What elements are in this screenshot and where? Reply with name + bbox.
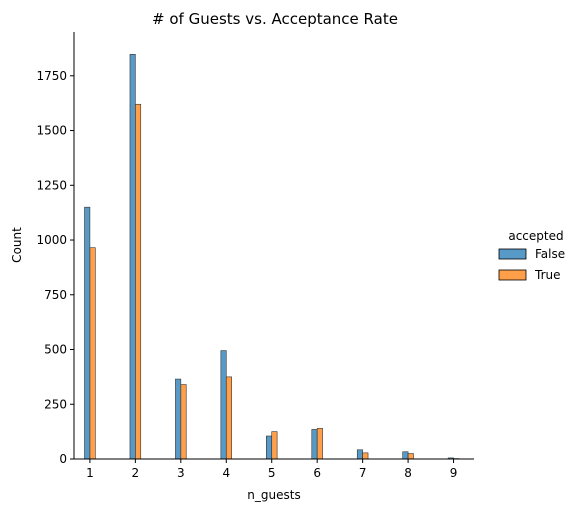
bars-layer (84, 54, 460, 460)
bar-true-8 (407, 453, 414, 460)
legend-swatch-false (498, 248, 527, 260)
y-tick-label: 250 (44, 397, 67, 411)
x-tick-label: 7 (359, 466, 367, 480)
axes-layer: 0 250 500 750 1000 1250 1500 1750 1 2 3 4 5 6 7 8 9 (36, 32, 474, 480)
y-tick-label: 0 (59, 452, 67, 466)
x-tick-label: 4 (222, 466, 230, 480)
y-axis-label: Count (10, 227, 24, 263)
bar-true-1 (89, 247, 96, 460)
y-tick-label: 1500 (36, 124, 67, 138)
bar-false-5 (266, 435, 273, 460)
bar-true-7 (362, 452, 369, 460)
y-tick-label: 1750 (36, 69, 67, 83)
bar-true-3 (180, 384, 187, 460)
x-tick-label: 8 (404, 466, 412, 480)
legend-label-false: False (535, 247, 565, 261)
x-axis-label: n_guests (247, 488, 300, 502)
chart-title: # of Guests vs. Acceptance Rate (152, 10, 398, 28)
bar-false-4 (220, 350, 227, 460)
bar-true-4 (225, 376, 232, 460)
bar-false-8 (402, 451, 409, 460)
x-tick-label: 6 (313, 466, 321, 480)
bar-false-3 (175, 378, 182, 460)
x-tick-label: 5 (268, 466, 276, 480)
x-tick-label: 1 (86, 466, 94, 480)
bar-false-1 (84, 206, 91, 460)
x-tick-label: 3 (177, 466, 185, 480)
bar-false-7 (356, 449, 363, 460)
y-tick-label: 750 (44, 288, 67, 302)
bar-false-6 (311, 429, 318, 460)
legend-swatch-true (498, 269, 527, 281)
bar-true-6 (316, 428, 323, 460)
y-tick-label: 1000 (36, 233, 67, 247)
x-tick-label: 9 (450, 466, 458, 480)
y-tick-label: 500 (44, 343, 67, 357)
legend: accepted False True (498, 229, 565, 282)
legend-title: accepted (508, 229, 563, 243)
legend-label-true: True (534, 268, 561, 282)
y-tick-label: 1250 (36, 178, 67, 192)
bar-true-2 (135, 103, 142, 460)
bar-true-5 (271, 431, 278, 460)
x-tick-label: 2 (132, 466, 140, 480)
bar-false-2 (129, 54, 136, 460)
